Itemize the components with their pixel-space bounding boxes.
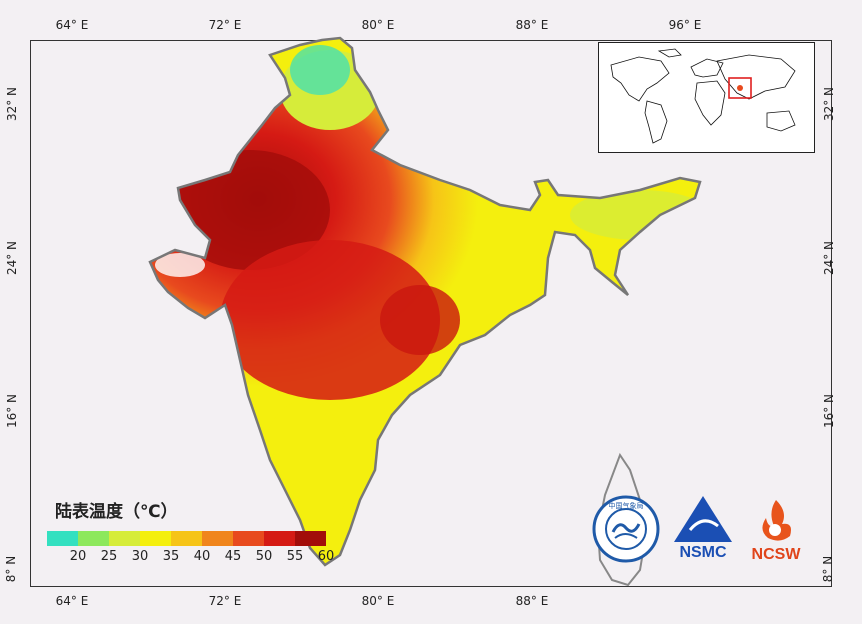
lon-tick-bottom: 64° E — [55, 594, 89, 608]
lon-tick-bottom: 80° E — [361, 594, 395, 608]
ncsw-flame-icon — [762, 500, 791, 541]
legend-label: 30 — [131, 549, 149, 564]
nsmc-logo-label: NSMC — [679, 544, 727, 561]
legend-swatch — [233, 531, 264, 546]
lon-tick-bottom: 88° E — [515, 594, 549, 608]
legend-swatch — [109, 531, 140, 546]
legend-swatch — [295, 531, 326, 546]
ncsw-logo: NCSW — [744, 494, 808, 564]
legend-label: 20 — [69, 549, 87, 564]
lon-tick-top: 88° E — [515, 18, 549, 32]
world-outline-icon — [610, 48, 796, 144]
cma-logo-icon: 中国气象局 — [592, 495, 660, 563]
lon-tick-top: 80° E — [361, 18, 395, 32]
legend-title: 陆表温度（℃） — [55, 502, 178, 522]
legend-label: 45 — [224, 549, 242, 564]
legend-label: 50 — [255, 549, 273, 564]
legend-label: 35 — [162, 549, 180, 564]
legend-label: 40 — [193, 549, 211, 564]
ncsw-logo-label: NCSW — [751, 546, 801, 563]
legend-swatch — [47, 531, 78, 546]
legend-swatch — [202, 531, 233, 546]
legend-swatch — [264, 531, 295, 546]
legend-swatch — [78, 531, 109, 546]
nsmc-triangle-icon — [674, 496, 732, 542]
legend-label: 55 — [286, 549, 304, 564]
legend-label: 60 — [317, 549, 335, 564]
lon-tick-top: 72° E — [208, 18, 242, 32]
legend-label: 25 — [100, 549, 118, 564]
inset-highlight-box — [728, 77, 752, 99]
legend-swatch — [171, 531, 202, 546]
nsmc-logo: NSMC — [670, 492, 736, 562]
legend-color-bar — [47, 531, 326, 546]
lon-tick-top: 64° E — [55, 18, 89, 32]
lon-tick-bottom: 72° E — [208, 594, 242, 608]
world-inset-map — [598, 42, 815, 153]
cma-logo-text: 中国气象局 — [609, 501, 644, 510]
legend-swatch — [140, 531, 171, 546]
lon-tick-top: 96° E — [668, 18, 702, 32]
